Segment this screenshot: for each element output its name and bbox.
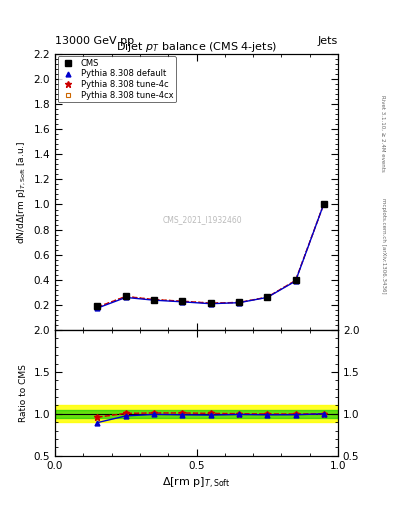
Pythia 8.308 default (237, 300, 241, 306)
Pythia 8.308 default (95, 305, 100, 311)
CMS (152, 297, 156, 303)
CMS (180, 298, 185, 304)
CMS (123, 293, 128, 299)
Text: Jets: Jets (318, 36, 338, 46)
Line: Pythia 8.308 default: Pythia 8.308 default (95, 201, 326, 311)
Pythia 8.308 tune-4c (237, 300, 241, 306)
CMS (208, 300, 213, 306)
Legend: CMS, Pythia 8.308 default, Pythia 8.308 tune-4c, Pythia 8.308 tune-4cx: CMS, Pythia 8.308 default, Pythia 8.308 … (57, 56, 176, 102)
Y-axis label: Ratio to CMS: Ratio to CMS (19, 364, 28, 422)
Pythia 8.308 tune-4c (95, 304, 100, 310)
CMS (321, 201, 326, 207)
CMS (237, 300, 241, 306)
Line: CMS: CMS (95, 201, 327, 309)
Pythia 8.308 default (208, 301, 213, 307)
Text: 13000 GeV pp: 13000 GeV pp (55, 36, 134, 46)
Line: Pythia 8.308 tune-4c: Pythia 8.308 tune-4c (94, 201, 327, 310)
Pythia 8.308 tune-4cx (123, 293, 128, 300)
Pythia 8.308 tune-4c (152, 296, 156, 303)
Pythia 8.308 tune-4cx (321, 201, 326, 207)
Pythia 8.308 tune-4c (208, 300, 213, 306)
Pythia 8.308 default (293, 278, 298, 284)
X-axis label: $\Delta$[rm p]$_{T,\rm Soft}$: $\Delta$[rm p]$_{T,\rm Soft}$ (162, 476, 231, 491)
Title: Dijet $p_T$ balance (CMS 4-jets): Dijet $p_T$ balance (CMS 4-jets) (116, 39, 277, 54)
Pythia 8.308 tune-4cx (265, 294, 270, 300)
Pythia 8.308 tune-4cx (180, 298, 185, 304)
Pythia 8.308 default (123, 294, 128, 301)
Text: CMS_2021_I1932460: CMS_2021_I1932460 (162, 215, 242, 224)
Y-axis label: dN/d$\Delta$[rm p]$_{T,\rm Soft}$ [a.u.]: dN/d$\Delta$[rm p]$_{T,\rm Soft}$ [a.u.] (15, 140, 28, 244)
Pythia 8.308 tune-4cx (237, 300, 241, 306)
Pythia 8.308 default (152, 297, 156, 303)
Pythia 8.308 tune-4cx (152, 296, 156, 303)
Pythia 8.308 default (180, 298, 185, 305)
Pythia 8.308 default (321, 201, 326, 207)
Pythia 8.308 tune-4c (293, 278, 298, 284)
Pythia 8.308 tune-4c (180, 298, 185, 304)
Pythia 8.308 tune-4cx (95, 304, 100, 310)
Pythia 8.308 tune-4cx (293, 278, 298, 284)
CMS (95, 303, 100, 309)
Pythia 8.308 tune-4c (265, 294, 270, 300)
CMS (265, 294, 270, 300)
Pythia 8.308 tune-4c (123, 293, 128, 300)
Pythia 8.308 tune-4c (321, 201, 326, 207)
Pythia 8.308 default (265, 294, 270, 301)
CMS (293, 278, 298, 284)
Line: Pythia 8.308 tune-4cx: Pythia 8.308 tune-4cx (95, 201, 326, 310)
Text: mcplots.cern.ch [arXiv:1306.3436]: mcplots.cern.ch [arXiv:1306.3436] (381, 198, 386, 293)
Text: Rivet 3.1.10, ≥ 2.4M events: Rivet 3.1.10, ≥ 2.4M events (381, 95, 386, 172)
Pythia 8.308 tune-4cx (208, 300, 213, 306)
